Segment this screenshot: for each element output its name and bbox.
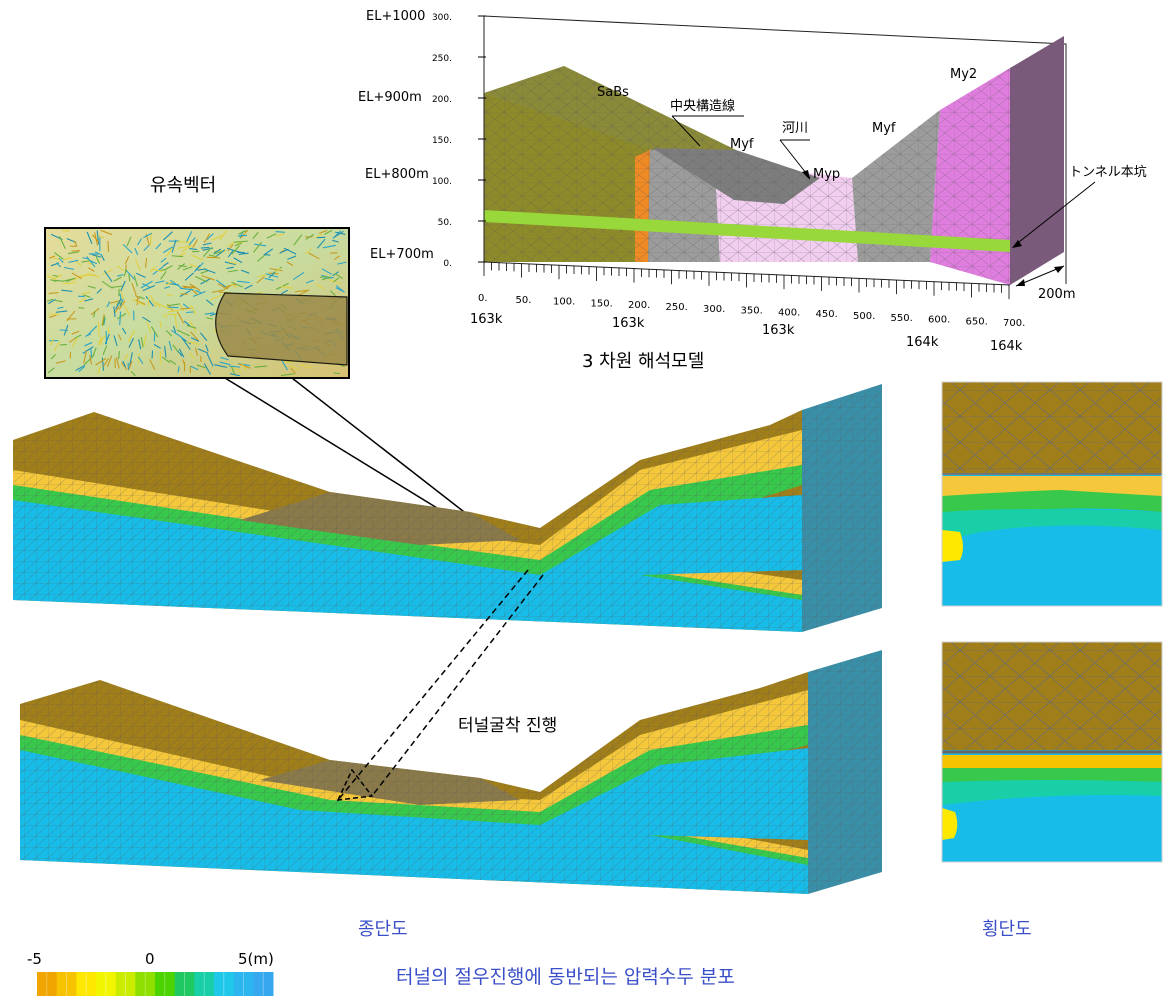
z-tick-label: 100. xyxy=(432,177,452,187)
chainage-200: 163k xyxy=(612,316,645,331)
longitudinal-section-after xyxy=(20,650,882,894)
elevation-label-900: EL+900m xyxy=(358,90,422,105)
chainage-400: 163k xyxy=(762,323,795,338)
x-tick-label: 200. xyxy=(628,300,650,311)
geo-label-myf-left: Myf xyxy=(730,137,754,152)
geo-label-myp: Myp xyxy=(813,167,840,182)
x-tick-label: 150. xyxy=(591,298,613,309)
longitudinal-label: 종단도 xyxy=(358,919,408,940)
x-tick-label: 400. xyxy=(778,307,800,318)
x-tick-label: 650. xyxy=(966,316,988,327)
depth-label: 200m xyxy=(1038,287,1075,302)
transverse-label: 횡단도 xyxy=(982,919,1032,940)
x-tick-label: 350. xyxy=(741,306,763,317)
z-tick-label: 50. xyxy=(438,218,452,228)
geo-label-tunnel: トンネル本坑 xyxy=(1069,165,1147,180)
z-tick-label: 200. xyxy=(432,95,452,105)
legend-mid: 0 xyxy=(145,950,155,968)
geo-label-fault: 中央構造線 xyxy=(670,98,735,114)
geo-label-my2: My2 xyxy=(950,67,977,82)
elevation-label-800: EL+800m xyxy=(365,167,429,182)
z-tick-label: 250. xyxy=(432,54,452,64)
transverse-section-after xyxy=(942,642,1162,862)
model-end-face xyxy=(1010,36,1064,285)
geo-label-sabs: SaBs xyxy=(597,85,629,100)
x-tick-label: 50. xyxy=(516,295,532,306)
x-tick-label: 450. xyxy=(816,309,838,320)
geo-label-river: 河川 xyxy=(782,121,808,136)
x-tick-label: 250. xyxy=(666,302,688,313)
z-tick-label: 150. xyxy=(432,136,452,146)
color-legend: -5 0 5(m) xyxy=(27,950,274,996)
x-tick-label: 100. xyxy=(553,297,575,308)
x-tick-label: 700. xyxy=(1003,318,1025,329)
x-tick-label: 300. xyxy=(703,304,725,315)
chainage-0: 163k xyxy=(470,312,503,327)
model-caption: 3 차원 해석모델 xyxy=(582,351,704,372)
z-tick-label: 300. xyxy=(432,13,452,23)
elevation-label-700: EL+700m xyxy=(370,247,434,262)
transverse-section-before xyxy=(942,382,1162,606)
chainage-600: 164k xyxy=(906,335,939,350)
x-axis: 0. 50. 100. 150. 200. 250. 300. 350. 400. 450. 500… xyxy=(478,262,1025,329)
elevation-label-1000: EL+1000 xyxy=(366,9,425,24)
chainage-700: 164k xyxy=(990,339,1023,354)
main-caption: 터널의 절우진행에 동반되는 압력수두 분포 xyxy=(396,966,735,988)
x-tick-label: 550. xyxy=(891,313,913,324)
legend-max: 5(m) xyxy=(238,950,274,968)
legend-min: -5 xyxy=(27,950,42,968)
analysis-model-3d: 300. 250. 200. 150. 100. 50. 0. 0. 50. 100. 150. 2… xyxy=(358,9,1147,372)
geo-label-myf-right: Myf xyxy=(872,121,896,136)
excavation-label: 터널굴착 진행 xyxy=(458,716,557,736)
x-tick-label: 500. xyxy=(853,311,875,322)
z-axis: 300. 250. 200. 150. 100. 50. 0. xyxy=(432,13,486,269)
vector-title: 유속벡터 xyxy=(150,175,216,196)
longitudinal-section-before xyxy=(13,384,882,632)
x-tick-label: 600. xyxy=(928,315,950,326)
z-tick-label: 0. xyxy=(443,259,452,269)
x-tick-label: 0. xyxy=(478,293,488,304)
